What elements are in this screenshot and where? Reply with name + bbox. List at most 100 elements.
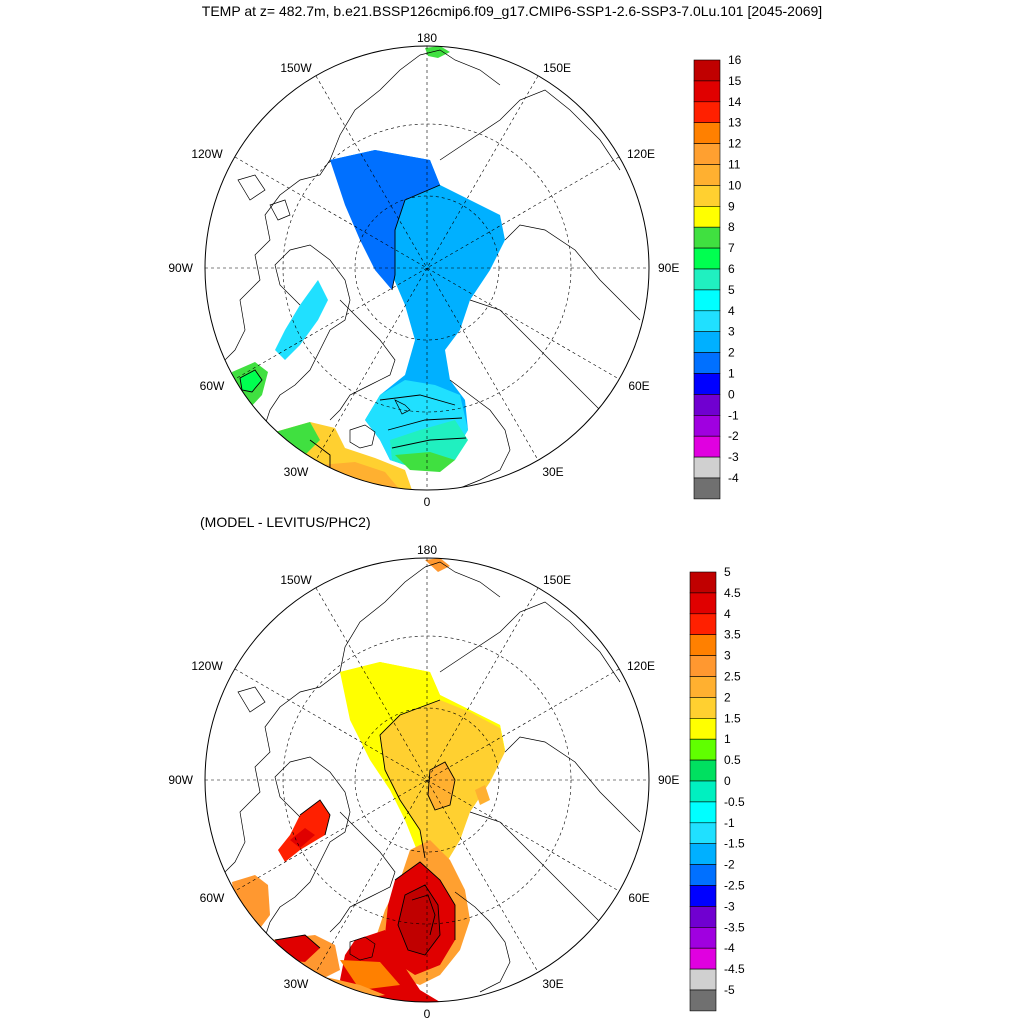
colorbar2-label: -5: [724, 983, 735, 997]
colorbar1-swatch: [693, 373, 721, 395]
coastline-1: [224, 49, 641, 489]
colorbar1-swatch: [693, 289, 721, 312]
lon-label-180-2: 180: [417, 543, 437, 557]
colorbar1-swatch: [693, 206, 721, 228]
colorbar2-label: -2: [724, 858, 735, 872]
colorbar2-label: -3: [724, 899, 735, 913]
colorbar2-label: 0.5: [724, 753, 741, 767]
lon-label-150e: 150E: [543, 61, 571, 75]
lon-label-150w-2: 150W: [280, 573, 312, 587]
lon-label-120e-2: 120E: [627, 659, 655, 673]
colorbar2-swatch: [689, 634, 717, 656]
colorbar1-swatch: [693, 477, 721, 500]
colorbar2-label: -0.5: [724, 795, 745, 809]
colorbar1-label: 6: [728, 262, 735, 276]
lon-label-60w: 60W: [200, 379, 225, 393]
lon-label-60e: 60E: [628, 379, 649, 393]
colorbar1-label: 8: [728, 220, 735, 234]
colorbar2-label: -1: [724, 816, 735, 830]
lon-label-0: 0: [424, 495, 431, 509]
lon-label-90w-2: 90W: [168, 773, 193, 787]
lon-label-150e-2: 150E: [543, 573, 571, 587]
colorbar2-swatch: [689, 613, 717, 635]
map-border-1: [204, 45, 650, 491]
colorbar2-label: 1: [724, 732, 731, 746]
lon-label-30w-2: 30W: [284, 977, 309, 991]
colorbar1-swatch: [693, 122, 721, 144]
lon-label-30w: 30W: [284, 465, 309, 479]
colorbar2-swatch: [689, 864, 717, 886]
colorbar2-swatch: [689, 592, 717, 615]
colorbar1-swatch: [693, 268, 721, 291]
coastline-2: [224, 561, 641, 993]
lon-label-30e: 30E: [542, 465, 563, 479]
colorbar1-label: 3: [728, 325, 735, 339]
colorbar2-label: 1.5: [724, 711, 741, 725]
colorbar1-swatch: [693, 394, 721, 416]
colorbar1-label: 12: [728, 137, 742, 151]
colorbar2-label: -2.5: [724, 879, 745, 893]
panel2-subtitle: (MODEL - LEVITUS/PHC2): [200, 514, 371, 530]
graticule-2: [205, 558, 649, 1002]
colorbar2-swatch: [689, 843, 717, 865]
lon-label-0-2: 0: [424, 1007, 431, 1021]
colorbar1-swatch: [693, 352, 721, 374]
colorbar1-label: 2: [728, 346, 735, 360]
colorbar2-label: -4: [724, 941, 735, 955]
colorbar1-swatch: [693, 101, 721, 124]
colorbar2-label: -3.5: [724, 920, 745, 934]
colorbar1-label: 10: [728, 178, 742, 192]
lon-label-120w: 120W: [191, 147, 223, 161]
colorbar2-swatch: [689, 759, 717, 782]
colorbar1-label: 5: [728, 283, 735, 297]
colorbar2-label: 2: [724, 690, 731, 704]
colorbar2-label: 5: [724, 565, 731, 579]
lon-label-90e: 90E: [658, 261, 679, 275]
colorbar1-label: 9: [728, 199, 735, 213]
colorbar1-swatch: [693, 59, 721, 82]
lon-label-60e-2: 60E: [628, 891, 649, 905]
colorbar2-swatch: [689, 717, 717, 740]
colorbar1-label: -4: [728, 471, 739, 485]
colorbar1-label: 0: [728, 387, 735, 401]
polar-map-2: 180 0 90W 90E 150W 150E 120W 120E 60W 60…: [168, 543, 679, 1021]
colorbar1-label: 16: [728, 53, 742, 67]
colorbar-2: 5 4.5 4 3.5 3 2.5 2 1.5 1 0.5 0 -0.5 -1 -1.5 -2 -2.5 -3 -…: [689, 565, 745, 1012]
colorbar1-label: 4: [728, 304, 735, 318]
colorbar1-label: 13: [728, 116, 742, 130]
colorbar1-swatch: [693, 456, 721, 479]
colorbar1-label: 1: [728, 367, 735, 381]
map-border-2: [204, 557, 650, 1003]
colorbar1-label: -3: [728, 450, 739, 464]
lon-label-30e-2: 30E: [542, 977, 563, 991]
colorbar1-swatch: [693, 414, 721, 437]
colorbar1-swatch: [693, 247, 721, 270]
colorbar1-swatch: [693, 435, 721, 458]
figure-title: TEMP at z= 482.7m, b.e21.BSSP126cmip6.f0…: [201, 3, 823, 19]
colorbar2-label: -1.5: [724, 837, 745, 851]
colorbar2-swatch: [689, 571, 717, 594]
colorbar2-swatch: [689, 676, 717, 698]
colorbar1-swatch: [693, 310, 721, 332]
lon-label-180: 180: [417, 31, 437, 45]
colorbar2-swatch: [689, 822, 717, 844]
colorbar2-label: 3: [724, 649, 731, 663]
colorbar1-label: -1: [728, 408, 739, 422]
lon-label-90e-2: 90E: [658, 773, 679, 787]
lon-label-60w-2: 60W: [200, 891, 225, 905]
colorbar2-swatch: [689, 968, 717, 991]
colorbar1-swatch: [693, 164, 721, 186]
colorbar2-swatch: [689, 780, 717, 803]
colorbar1-label: 11: [728, 158, 741, 172]
colorbar2-label: 0: [724, 774, 731, 788]
colorbar1-swatch: [693, 143, 721, 165]
lon-label-90w: 90W: [168, 261, 193, 275]
lon-label-120e: 120E: [627, 147, 655, 161]
colorbar2-label: 4: [724, 607, 731, 621]
colorbar2-swatch: [689, 947, 717, 970]
colorbar2-label: -4.5: [724, 962, 745, 976]
polar-map-1: 180 0 90W 90E 150W 150E 120W 120E 60W 60…: [168, 31, 679, 509]
colorbar2-swatch: [689, 655, 717, 677]
